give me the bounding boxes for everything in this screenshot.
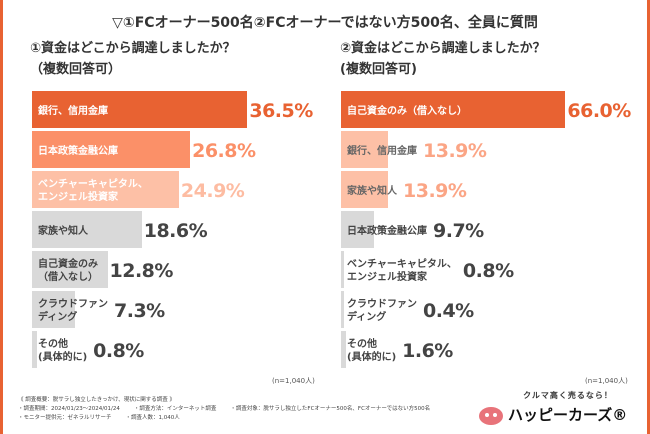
chart2-heading: ②資金はどこから調達しましたか？ (複数回答可): [340, 38, 546, 80]
brand-logo: クルマ高く売るなら！ ハッピーカーズ®: [478, 390, 638, 425]
bar-label: ベンチャーキャピタル、 エンジェル投資家: [38, 179, 148, 203]
bar: [341, 251, 344, 288]
bar-row: 日本政策金融公庫 26.8%: [32, 131, 313, 171]
bar-label: 自己資金のみ（借入なし）: [347, 105, 467, 117]
bar: [341, 131, 389, 168]
bar-row: その他 (具体的に) 1.6%: [341, 331, 631, 371]
value-label: 9.7%: [433, 220, 484, 242]
bar-row: 銀行、信用金庫 13.9%: [341, 131, 631, 171]
mascot-icon: [479, 406, 503, 425]
bar: [32, 91, 248, 128]
chart2-bars: 自己資金のみ（借入なし） 66.0% 銀行、信用金庫 13.9% 家族や知人 13.9% 日…: [341, 91, 631, 371]
value-label: 12.8%: [109, 260, 174, 282]
survey-target: ・調査対象：脱サラし独立したFCオーナー500名、FCオーナーではない方500名: [230, 406, 431, 412]
bar-label: ベンチャーキャピタル、 エンジェル投資家: [347, 259, 457, 283]
survey-count: ・調査人数：1,040人: [125, 415, 180, 421]
chart2-subtitle: (複数回答可): [340, 62, 417, 77]
bar: [341, 91, 566, 128]
bar-label: 銀行、信用金庫: [38, 105, 108, 117]
bar-label: 銀行、信用金庫: [347, 145, 417, 157]
bar: [32, 131, 191, 168]
bar: [32, 291, 76, 328]
bar-row: 自己資金のみ （借入なし） 12.8%: [32, 251, 313, 291]
brand-tagline: クルマ高く売るなら！: [523, 391, 613, 400]
value-label: 0.8%: [93, 340, 144, 362]
bar-row: 日本政策金融公庫 9.7%: [341, 211, 631, 251]
bar-label: 家族や知人: [347, 185, 397, 197]
chart1-bars: 銀行、信用金庫 36.5% 日本政策金融公庫 26.8% ベンチャーキャピタル、 エンジ…: [32, 91, 313, 371]
value-label: 0.4%: [423, 300, 474, 322]
value-label: 26.8%: [192, 140, 256, 162]
bar-row: 自己資金のみ（借入なし） 66.0%: [341, 91, 631, 131]
chart1-heading: ①資金はどこから調達しましたか？ （複数回答可）: [30, 38, 236, 80]
bar-row: 家族や知人 18.6%: [32, 211, 313, 251]
survey-method: ・調査方法：インターネット調査: [133, 406, 217, 412]
value-label: 66.0%: [567, 100, 631, 122]
bar-row: ベンチャーキャピタル、 エンジェル投資家 24.9%: [32, 171, 313, 211]
survey-provider: ・モニター提供元：ゼネラルリサーチ: [18, 415, 112, 421]
bar: [341, 171, 389, 208]
value-label: 7.3%: [114, 300, 165, 322]
bar: [32, 171, 179, 208]
chart1-sample-note: (n=1,040人): [272, 377, 315, 385]
chart1-subtitle: （複数回答可）: [30, 62, 122, 77]
bar-label: その他 (具体的に): [347, 339, 397, 363]
brand-name: ハッピーカーズ®: [508, 406, 628, 424]
value-label: 1.6%: [402, 340, 453, 362]
bar: [341, 331, 347, 368]
bar-label: 日本政策金融公庫: [347, 225, 427, 237]
chart2-sample-note: (n=1,040人): [585, 377, 628, 385]
bar: [32, 211, 142, 248]
bar: [32, 251, 108, 288]
survey-summary: 《 調査概要：脱サラし独立したきっかけ、現状に関する調査 》: [18, 397, 176, 403]
value-label: 13.9%: [423, 140, 487, 162]
bar-row: クラウドファン ディング 0.4%: [341, 291, 631, 331]
page-title: ▽①FCオーナー500名②FCオーナーではない方500名、全員に質問: [112, 15, 538, 31]
chart2-title: ②資金はどこから調達しましたか？: [340, 41, 546, 56]
bar-label: 日本政策金融公庫: [38, 145, 118, 157]
bar-label: その他 (具体的に): [38, 339, 88, 363]
bar-label: クラウドファン ディング: [347, 299, 417, 323]
bar-row: 銀行、信用金庫 36.5%: [32, 91, 313, 131]
survey-period: ・調査期間：2024/01/23〜2024/01/24: [18, 406, 120, 412]
value-label: 36.5%: [249, 100, 313, 122]
survey-notes: 《 調査概要：脱サラし独立したきっかけ、現状に関する調査 》 ・調査期間：202…: [18, 396, 444, 423]
value-label: 18.6%: [143, 220, 208, 242]
bar: [341, 291, 344, 328]
value-label: 0.8%: [462, 260, 514, 282]
chart1-title: ①資金はどこから調達しましたか？: [30, 41, 236, 56]
value-label: 13.9%: [403, 180, 467, 202]
bar-row: クラウドファン ディング 7.3%: [32, 291, 313, 331]
bar: [341, 211, 374, 248]
bar: [32, 331, 37, 368]
bar-row: ベンチャーキャピタル、 エンジェル投資家 0.8%: [341, 251, 631, 291]
bar-label: 家族や知人: [38, 225, 88, 237]
bar-row: その他 (具体的に) 0.8%: [32, 331, 313, 371]
bar-row: 家族や知人 13.9%: [341, 171, 631, 211]
bar-label: 自己資金のみ （借入なし）: [38, 259, 98, 283]
value-label: 24.9%: [180, 180, 245, 202]
bar-label: クラウドファン ディング: [38, 299, 108, 323]
